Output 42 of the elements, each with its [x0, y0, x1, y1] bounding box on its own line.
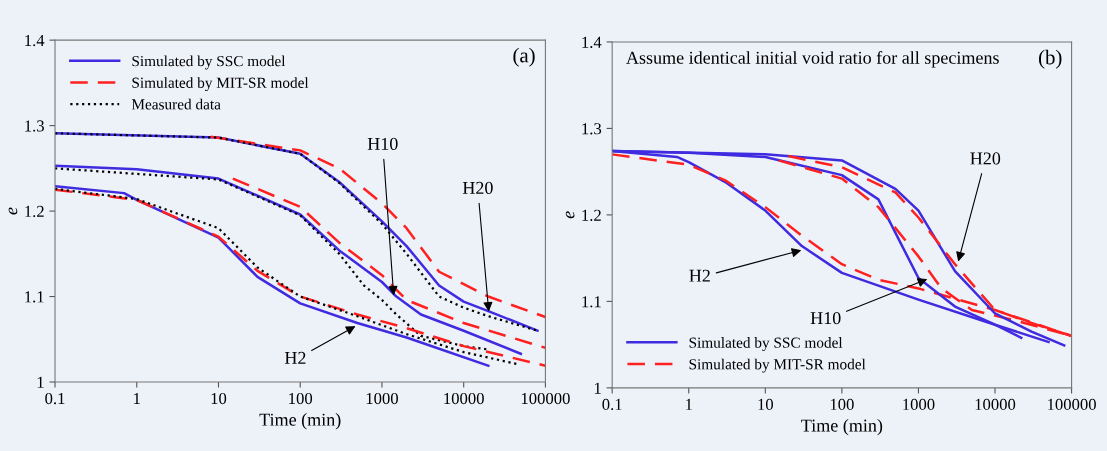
x-tick-label: 10000	[444, 392, 484, 405]
annotation: H2	[284, 351, 306, 364]
x-tick-label: 100000	[1048, 398, 1096, 411]
x-tick-label: 100	[830, 398, 854, 411]
x-axis-title: Time (min)	[801, 418, 883, 436]
x-tick-label: 100	[289, 392, 313, 405]
annotation: H2	[689, 269, 710, 282]
y-tick-label: 1.4	[582, 36, 602, 48]
x-axis-title: Time (min)	[259, 413, 341, 430]
y-tick-label: 1	[37, 376, 44, 388]
annotation: Assume identical initial void ratio for all specimens	[626, 50, 999, 68]
legend-label: Measured data	[131, 98, 221, 110]
y-axis-title: e	[8, 207, 18, 215]
y-tick-label: 1.1	[582, 296, 601, 308]
legend-label: Simulated by MIT-SR model	[132, 77, 309, 92]
x-tick-label: 1000	[903, 398, 935, 411]
y-tick-label: 1.2	[582, 209, 601, 221]
x-tick-label: 1000	[366, 392, 398, 405]
x-tick-label: 0.1	[602, 398, 622, 411]
y-tick-label: 1	[594, 382, 601, 394]
x-tick-label: 1	[686, 398, 692, 410]
annotation: H20	[462, 181, 493, 194]
annotation: H20	[970, 152, 1001, 165]
y-tick-label: 1.3	[582, 123, 602, 135]
annotation: H10	[367, 137, 398, 150]
legend-label: Simulated by SSC model	[132, 55, 286, 70]
x-tick-label: 0.1	[45, 392, 65, 405]
y-tick-label: 1.4	[25, 34, 45, 47]
x-tick-label: 10000	[975, 398, 1016, 411]
legend-label: Simulated by SSC model	[689, 337, 843, 351]
x-tick-label: 10	[211, 392, 227, 405]
legend-label: Simulated by MIT-SR model	[689, 358, 866, 373]
x-tick-label: 10	[758, 398, 773, 411]
y-tick-label: 1.3	[25, 120, 44, 132]
annotation: H10	[810, 312, 841, 325]
x-tick-label: 100000	[521, 392, 570, 405]
annotation: (a)	[513, 47, 535, 67]
x-tick-label: 1	[134, 392, 140, 404]
y-axis-title: e	[565, 211, 575, 219]
annotation: (b)	[1039, 49, 1062, 69]
y-tick-label: 1.1	[25, 291, 44, 303]
y-tick-label: 1.2	[25, 205, 44, 218]
